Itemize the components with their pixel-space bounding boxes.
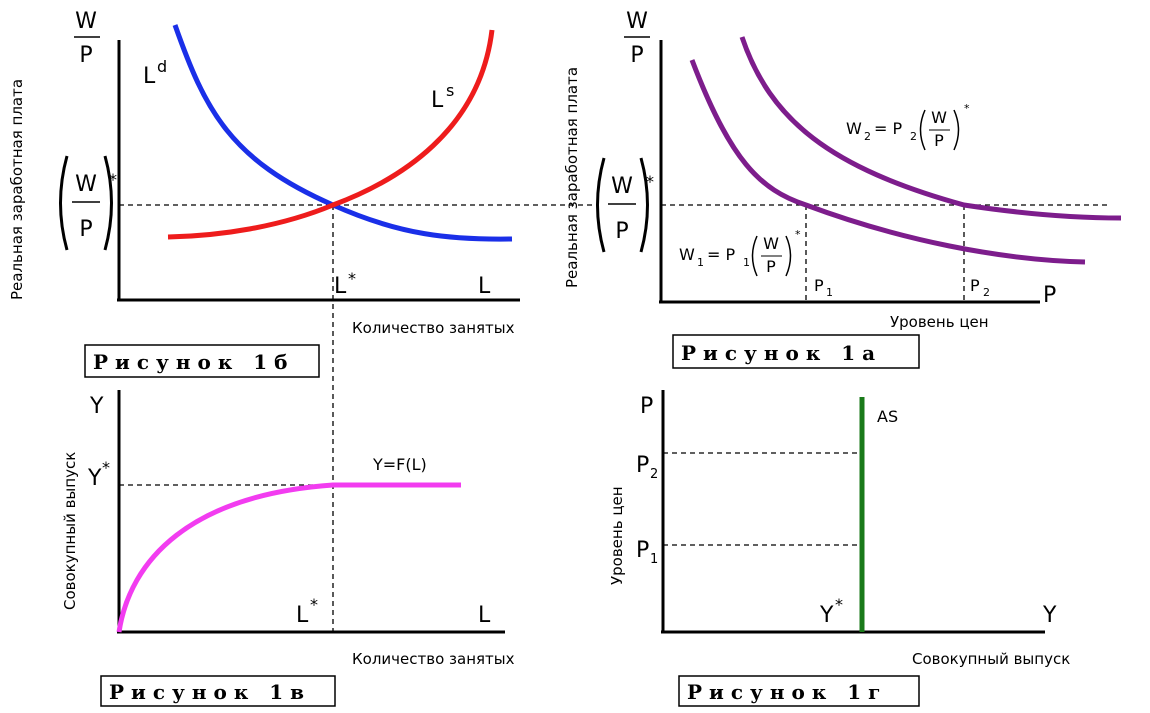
fig1a-w2-curve — [739, 36, 1122, 221]
fig1g-p1-sub: 1 — [650, 552, 658, 567]
fig1g-y-top-label: P — [640, 394, 653, 419]
fig1a-w1-left: W — [679, 245, 695, 264]
fig1g-x-end-label: Y — [1042, 603, 1057, 628]
fig1a-w2-sub: 2 — [864, 130, 871, 143]
fig1b-x-axis-title: Количество занятых — [352, 319, 515, 337]
fig1v-x-axis-title: Количество занятых — [352, 650, 515, 668]
fig1g-x-star-label: Y — [819, 603, 834, 628]
fig1a-w2-paren-left — [919, 109, 926, 151]
fig1g-x-axis-title: Совокупный выпуск — [912, 650, 1070, 668]
fig1a-w2-mid: = P — [874, 119, 902, 138]
fig1g-as-label: AS — [877, 407, 898, 426]
fig1v-x-star-label: L — [296, 603, 309, 628]
fig1b-y-top-den: P — [79, 43, 92, 68]
figure-1b: Реальная заработная плата W P W P * L d … — [8, 9, 595, 632]
fig1a-w2-left: W — [846, 119, 862, 138]
fig1a-p2-label: P — [970, 276, 980, 295]
fig1g-x-star-mark: * — [835, 595, 843, 614]
fig1v-y-axis-title: Совокупный выпуск — [61, 452, 79, 610]
fig1g-p2-sub: 2 — [650, 467, 658, 482]
fig1a-p1-label: P — [814, 276, 824, 295]
fig1v-production-curve — [116, 482, 461, 633]
fig1a-w2-paren-right — [953, 109, 960, 151]
fig1b-caption: Рисунок 1б — [93, 350, 295, 374]
fig1b-caption-box — [84, 344, 320, 378]
fig1a-w1-p-sub: 1 — [743, 256, 750, 269]
fig1a-w1-frac-num: W — [763, 234, 779, 253]
fig1a-paren-left — [596, 157, 606, 253]
fig1a-y-star-num: W — [611, 174, 633, 199]
fig1a-w2-equation: W 2 = P 2 W P * — [846, 102, 970, 151]
fig1a-w1-mid: = P — [707, 245, 735, 264]
fig1a-w2-p-sub: 2 — [910, 130, 917, 143]
fig1v-y-star-mark: * — [102, 458, 110, 477]
fig1a-w1-star: * — [795, 228, 801, 241]
fig1a-p1-sub: 1 — [826, 286, 833, 299]
fig1a-w1-curve — [689, 59, 1086, 265]
fig1b-demand-sup: d — [157, 57, 167, 76]
fig1a-paren-right — [639, 157, 649, 253]
fig1a-y-star-den: P — [615, 219, 628, 244]
fig1g-y-axis-title: Уровень цен — [608, 486, 626, 585]
fig1v-y-star-label: Y — [87, 466, 102, 491]
fig1b-supply-sup: s — [446, 81, 454, 100]
fig1a-w2-frac-num: W — [931, 108, 947, 127]
fig1a-p2-sub: 2 — [983, 286, 990, 299]
fig1b-supply-label: L — [431, 88, 444, 113]
fig1b-y-top-num: W — [75, 9, 97, 34]
fig1a-w2-frac-den: P — [934, 131, 944, 150]
fig1b-x-end-label: L — [478, 274, 491, 299]
fig1b-paren-left — [59, 155, 69, 251]
fig1a-y-star-mark: * — [646, 172, 654, 191]
fig1b-labor-demand-curve — [172, 24, 513, 242]
fig1b-x-star-mark: * — [348, 269, 356, 288]
fig1a-w1-frac-den: P — [766, 257, 776, 276]
fig1a-y-top-den: P — [630, 43, 643, 68]
fig1a-x-axis-title: Уровень цен — [890, 313, 989, 331]
fig1a-y-axis-title: Реальная заработная плата — [563, 67, 581, 288]
fig1v-x-end-label: L — [478, 603, 491, 628]
fig1g-p2-label: P — [636, 453, 649, 478]
fig1v-x-star-mark: * — [310, 595, 318, 614]
fig1b-demand-label: L — [143, 64, 156, 89]
fig1a-caption: Рисунок 1а — [681, 341, 882, 365]
fig1v-caption: Рисунок 1в — [109, 680, 311, 704]
figure-1g: Уровень цен P P 2 P 1 AS Y * Y Совокупны… — [608, 390, 1070, 707]
fig1b-y-star-num: W — [75, 172, 97, 197]
figure-1v: Совокупный выпуск Y Y * Y=F(L) L * L Кол… — [61, 390, 515, 707]
fig1b-labor-supply-curve — [167, 29, 495, 240]
fig1a-y-top-num: W — [626, 9, 648, 34]
fig1g-caption: Рисунок 1г — [687, 680, 887, 704]
figure-1a: Реальная заработная плата W P W P * W 2 … — [563, 9, 1122, 369]
fig1g-caption-box — [678, 675, 920, 707]
fig1a-w1-paren-left — [751, 235, 758, 277]
fig1a-x-end-label: P — [1043, 283, 1056, 308]
fig1a-w1-sub: 1 — [697, 256, 704, 269]
fig1b-paren-right — [103, 155, 113, 251]
fig1a-w1-paren-right — [785, 235, 792, 277]
fig1v-curve-label: Y=F(L) — [372, 455, 427, 474]
fig1v-caption-box — [100, 675, 336, 707]
fig1b-y-axis-title: Реальная заработная плата — [8, 79, 26, 300]
fig1b-y-star-den: P — [79, 217, 92, 242]
fig1a-w2-star: * — [964, 102, 970, 115]
fig1v-y-top-label: Y — [89, 394, 104, 419]
fig1b-y-star-mark: * — [109, 170, 117, 189]
fig1g-p1-label: P — [636, 538, 649, 563]
fig1a-caption-box — [672, 334, 920, 369]
fig1a-w1-equation: W 1 = P 1 W P * — [679, 228, 801, 277]
fig1b-x-star-label: L — [334, 274, 347, 299]
